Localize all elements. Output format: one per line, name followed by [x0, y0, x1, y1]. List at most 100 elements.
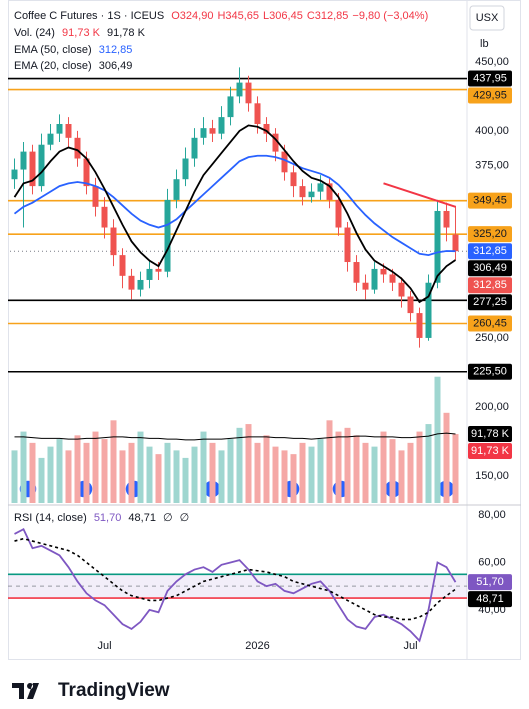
- volume-bar: [164, 442, 171, 503]
- axis-label: 225,50: [473, 366, 507, 378]
- volume-bar: [272, 446, 279, 503]
- volume-bar: [83, 442, 90, 503]
- volume-bar: [227, 439, 234, 503]
- y-tick-label: 200,00: [475, 401, 509, 413]
- legend-title: RSI (14, close): [14, 512, 87, 524]
- axis-label: 312,85: [473, 279, 507, 291]
- volume-bar: [128, 442, 135, 503]
- candle-body: [227, 96, 234, 118]
- currency-box[interactable]: [469, 5, 505, 31]
- series-line: [14, 527, 457, 643]
- candle-body: [317, 183, 324, 192]
- candle-body: [299, 186, 306, 198]
- candle-body: [155, 268, 162, 272]
- trend-line: [383, 182, 456, 208]
- candle-body: [281, 151, 288, 173]
- ema20-legend: EMA (20, close) 306,49: [14, 60, 136, 72]
- candle-body: [326, 183, 333, 200]
- axis-label: 306,49: [473, 262, 507, 274]
- volume-bar: [200, 431, 207, 503]
- x-tick-label: Jul: [97, 640, 111, 652]
- candle-body: [83, 158, 90, 187]
- currency: USX: [476, 12, 499, 24]
- volume-bar: [209, 442, 216, 503]
- series-line: [13, 154, 456, 257]
- candle-body: [209, 128, 216, 134]
- candle-body: [371, 268, 378, 290]
- axis-label: 91,73 K: [471, 445, 510, 457]
- volume-bar: [20, 431, 27, 503]
- volume-bar: [218, 450, 225, 503]
- candle-body: [92, 186, 99, 207]
- volume-bar: [353, 435, 360, 503]
- candle-body: [29, 151, 36, 187]
- volume-bar: [335, 431, 342, 503]
- y-tick-label: 450,00: [475, 56, 509, 68]
- legend-value: 91,78 K: [107, 27, 145, 39]
- axis-label: 91,78 K: [471, 428, 510, 440]
- candle-body: [11, 169, 18, 180]
- candle-body: [137, 279, 144, 290]
- candle-body: [119, 255, 126, 276]
- logo-text: TradingView: [58, 680, 170, 701]
- axis-label-box: [468, 574, 512, 591]
- candle-body: [389, 274, 396, 283]
- axis-label: 277,25: [473, 296, 507, 308]
- header-row: Coffee C Futures · 1S · ICEUS O324,90 H34…: [14, 10, 432, 22]
- volume-bar: [362, 442, 369, 503]
- candle-body: [335, 199, 342, 228]
- x-tick-label: Jul: [403, 640, 417, 652]
- legend-title: EMA (50, close): [14, 44, 92, 56]
- volume-bar: [380, 431, 387, 503]
- rsi-band-fill: [8, 574, 467, 599]
- axis-label-box: [468, 192, 512, 209]
- axis-label: 429,95: [473, 89, 507, 101]
- y-tick-label: 150,00: [475, 470, 509, 482]
- legend-value: 48,71: [128, 512, 156, 524]
- logo-icon: [12, 683, 39, 699]
- volume-bar: [38, 457, 45, 503]
- x-tick-label: 2026: [245, 640, 269, 652]
- volume-bar: [101, 439, 108, 503]
- candle-body: [38, 144, 45, 187]
- volume-bar: [245, 424, 252, 503]
- candle-body: [245, 82, 252, 104]
- volume-bar: [137, 431, 144, 503]
- frame: [8, 0, 521, 660]
- close: C312,85: [306, 10, 349, 22]
- volume-bar: [155, 454, 162, 503]
- axis-label: 48,71: [476, 593, 504, 605]
- legend-title: Vol. (24): [14, 27, 55, 39]
- axis-label: 437,95: [473, 72, 507, 84]
- volume-bar: [317, 439, 324, 503]
- axis-label-box: [468, 426, 512, 443]
- axis-label: 349,45: [473, 195, 507, 207]
- volume-bar: [416, 431, 423, 503]
- volume-bar: [344, 427, 351, 503]
- volume-bar: [11, 450, 18, 503]
- candle-body: [191, 137, 198, 159]
- axis-label-box: [468, 443, 512, 460]
- axis-label: 260,45: [473, 317, 507, 329]
- candle-body: [128, 275, 135, 290]
- symbol: Coffee C Futures · 1S · ICEUS: [14, 10, 165, 22]
- y-tick-label: 60,00: [478, 556, 506, 568]
- candle-body: [416, 313, 423, 338]
- volume-bar: [173, 450, 180, 503]
- candle-body: [398, 282, 405, 297]
- legend-value: 91,73 K: [62, 27, 100, 39]
- volume-bar: [452, 434, 459, 503]
- volume-bar: [56, 439, 63, 503]
- volume-bar: [443, 412, 450, 503]
- open: O324,90: [171, 10, 214, 22]
- axis-label-box: [468, 294, 512, 311]
- volume-legend: Vol. (24) 91,73 K 91,78 K: [14, 27, 149, 39]
- y-tick-label: 400,00: [475, 125, 509, 137]
- volume-bar: [182, 457, 189, 503]
- volume-bar: [299, 442, 306, 503]
- axis-label-box: [468, 260, 512, 277]
- candle-body: [434, 210, 441, 283]
- volume-bar: [29, 442, 36, 503]
